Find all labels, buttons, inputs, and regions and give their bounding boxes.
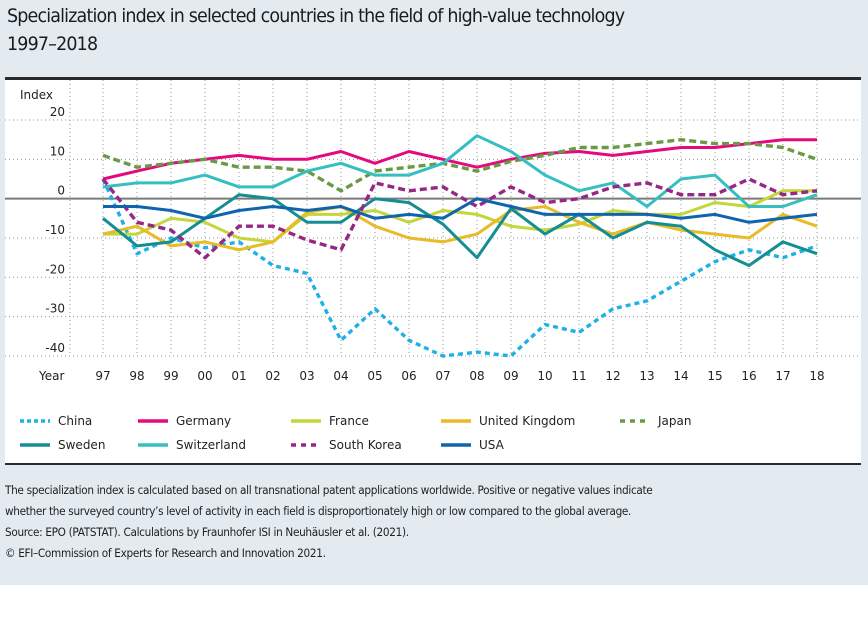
x-axis-label: Year: [38, 369, 64, 383]
footnote-line-2: whether the surveyed country’s level of …: [5, 505, 632, 518]
footnote-line-1: The specialization index is calculated b…: [5, 484, 653, 497]
y-tick-label: -10: [45, 223, 65, 237]
chart-title: Specialization index in selected countri…: [7, 2, 798, 58]
legend-item-germany: Germany: [138, 413, 231, 429]
y-tick-label: -40: [45, 341, 65, 355]
copyright-line: © EFI–Commission of Experts for Research…: [5, 547, 326, 560]
x-tick-label: 14: [673, 369, 688, 383]
series-line-sweden: [102, 193, 818, 267]
y-tick-label: 20: [50, 105, 65, 119]
legend-item-usa: USA: [441, 437, 504, 453]
series-line-south-korea: [101, 177, 818, 260]
series-line-japan: [102, 137, 818, 193]
footnote: The specialization index is calculated b…: [5, 480, 805, 564]
series-line-germany: [102, 138, 817, 181]
series-lines: [101, 134, 818, 358]
series-line-united-kingdom: [102, 205, 818, 252]
chart-title-line-2: 1997–2018: [7, 33, 98, 55]
legend-swatch-usa: [441, 443, 471, 447]
x-tick-label: 07: [435, 369, 450, 383]
legend-swatch-united-kingdom: [441, 419, 471, 423]
y-tick-label: 0: [57, 184, 65, 198]
legend-label: France: [329, 414, 369, 428]
x-tick-label: 09: [503, 369, 518, 383]
x-tick-label: 01: [231, 369, 246, 383]
x-tick-label: 05: [367, 369, 382, 383]
grid-lines: [5, 80, 861, 357]
x-tick-label: 10: [537, 369, 552, 383]
y-tick-label: -20: [45, 262, 65, 276]
x-tick-label: 18: [809, 369, 824, 383]
legend-item-south-korea: South Korea: [291, 437, 402, 453]
legend-item-france: France: [291, 413, 369, 429]
legend-label: Switzerland: [176, 438, 246, 452]
x-tick-label: 97: [95, 369, 110, 383]
legend-item-china: China: [20, 413, 92, 429]
legend-label: China: [58, 414, 93, 428]
legend-swatch-germany: [138, 419, 168, 423]
chart-panel: [5, 77, 861, 465]
series-line-switzerland: [102, 134, 818, 208]
source-line: Source: EPO (PATSTAT). Calculations by F…: [5, 526, 409, 539]
legend-item-japan: Japan: [620, 413, 691, 429]
y-tick-label: -30: [45, 302, 65, 316]
legend-label: Sweden: [58, 438, 106, 452]
legend-swatch-sweden: [20, 443, 50, 447]
x-tick-label: 04: [333, 369, 348, 383]
legend-label: USA: [479, 438, 504, 452]
legend-swatch-france: [291, 419, 321, 423]
x-axis-ticks: 97 98 99 00 01 02 03 04 05 06 07 08 09 10 11 12 13 14 15 16…: [95, 369, 824, 383]
x-tick-label: 03: [299, 369, 314, 383]
y-axis-ticks: 20 10 0 -10 -20 -30 -40: [45, 105, 65, 355]
x-tick-label: 08: [469, 369, 484, 383]
legend-item-united-kingdom: United Kingdom: [441, 413, 575, 429]
chart-title-line-1: Specialization index in selected countri…: [7, 5, 625, 27]
y-tick-label: 10: [50, 144, 65, 158]
x-tick-label: 98: [129, 369, 144, 383]
x-tick-label: 00: [197, 369, 212, 383]
x-tick-label: 15: [707, 369, 722, 383]
legend-item-switzerland: Switzerland: [138, 437, 246, 453]
series-line-usa: [103, 197, 818, 224]
x-tick-label: 12: [605, 369, 620, 383]
x-tick-label: 06: [401, 369, 416, 383]
line-chart: 20 10 0 -10 -20 -30 -40 97 98 99 00 01 02 03 04 05 06 07…: [5, 80, 861, 383]
legend-item-sweden: Sweden: [20, 437, 105, 453]
x-tick-label: 11: [571, 369, 586, 383]
legend: China Germany France United Kingdom Japan Swe…: [0, 0, 868, 452]
y-axis-label: Index: [20, 88, 53, 102]
x-tick-label: 16: [741, 369, 756, 383]
x-tick-label: 13: [639, 369, 654, 383]
legend-swatch-china: [20, 419, 50, 423]
legend-label: South Korea: [329, 438, 402, 452]
legend-swatch-japan: [620, 419, 650, 423]
legend-label: Japan: [658, 414, 692, 428]
x-tick-label: 99: [163, 369, 178, 383]
x-tick-label: 02: [265, 369, 280, 383]
series-line-france: [103, 189, 817, 244]
legend-swatch-south-korea: [291, 443, 321, 447]
legend-label: United Kingdom: [479, 414, 576, 428]
x-tick-label: 17: [775, 369, 790, 383]
legend-label: Germany: [176, 414, 232, 428]
legend-swatch-switzerland: [138, 443, 168, 447]
